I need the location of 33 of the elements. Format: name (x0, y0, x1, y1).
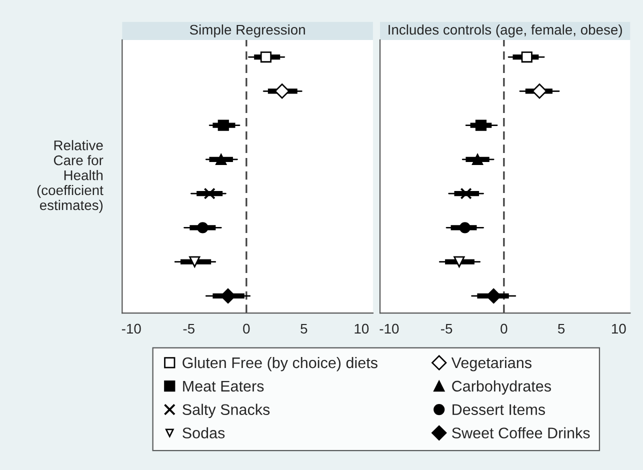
x-tick-label: 10 (612, 324, 626, 334)
y-axis-title: Relative Care for Health (coefficient estimates) (37, 140, 104, 213)
x-tick-label: 10 (354, 324, 369, 334)
x-tick-label: -10 (122, 324, 141, 334)
chart-title: Includes controls (age, female, obese) (388, 24, 622, 38)
legend-label: Meat Eaters (183, 380, 264, 392)
legend-label: Salty Snacks (182, 404, 270, 418)
x-tick-label: 0 (243, 324, 250, 334)
legend-label: Sodas (182, 427, 225, 438)
point (216, 154, 227, 165)
x-tick-label: -10 (380, 324, 399, 334)
point (460, 188, 472, 200)
x-tick-label: 5 (300, 324, 308, 334)
x-tick-label: 0 (500, 324, 508, 334)
point (454, 256, 465, 268)
point (189, 256, 200, 268)
legend-label: Carbohydrates (452, 380, 551, 395)
point (521, 51, 532, 63)
point (532, 84, 548, 99)
x-tick-label: -5 (441, 324, 452, 334)
x-tick-label: -5 (183, 324, 194, 334)
point (204, 188, 216, 200)
point (459, 222, 470, 234)
point (260, 51, 272, 63)
chart-title: Simple Regression (190, 24, 305, 38)
legend-label: Gluten Free (by choice) diets (182, 356, 378, 372)
point (274, 84, 290, 99)
legend-label: Sweet Coffee Drinks (452, 427, 590, 438)
point (197, 222, 208, 234)
point (472, 154, 484, 165)
x-tick-label: 5 (558, 324, 565, 334)
legend-label: Vegetarians (451, 356, 532, 372)
legend-label: Dessert Items (452, 404, 546, 416)
